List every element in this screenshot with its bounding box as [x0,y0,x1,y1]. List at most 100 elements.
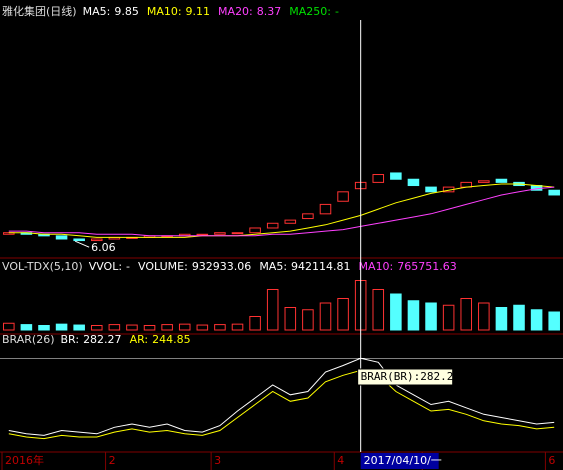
candle [319,203,332,215]
series-line [8,183,555,238]
x-tick-label: 6 [548,454,555,467]
indicator-value: 8.37 [257,5,282,18]
volume-bar [161,324,173,331]
volume-bar [38,325,50,331]
indicator-name: MA20: [218,5,253,18]
volume-bar [372,289,385,331]
volume-bar [460,298,473,331]
indicator-value: 9.85 [114,5,139,18]
indicator: VOLUME: 932933.06 [138,260,251,273]
indicator-value: 9.11 [186,5,211,18]
candle [214,232,226,235]
candle [407,178,420,187]
volume-bar [73,324,85,331]
volume-bar [284,307,297,331]
panel-title: BRAR(26) [2,333,55,346]
indicator-name: MA5: [83,5,111,18]
series-line [8,186,555,237]
indicator: MA20: 8.37 [218,5,281,18]
tooltip-value: 282.27 [420,370,460,383]
candle [249,227,261,234]
candle [302,213,314,220]
indicator-value: 244.85 [152,333,191,346]
indicator: MA5: 942114.81 [259,260,350,273]
volume-bar [196,324,209,331]
volume-bar [425,302,437,331]
candle [478,180,490,183]
panel-title: 雅化集团(日线) [2,4,77,18]
volume-bar [478,302,490,331]
volume-bar [266,289,279,331]
candle [390,172,402,180]
candle [231,232,244,235]
candle [55,235,68,240]
indicator: BR: 282.27 [61,333,122,346]
indicator-value: 282.27 [83,333,122,346]
indicator-value: - [335,5,339,18]
indicator: AR: 244.85 [130,333,191,346]
volume-bar [55,323,68,331]
indicator: MA10: 765751.63 [359,260,457,273]
volume-bar [249,316,261,331]
low-label: 6.06 [91,241,116,254]
x-tick-label: 2 [109,454,116,467]
volume-bar [530,309,543,331]
candle [548,189,560,196]
volume-bar [442,304,455,331]
candle [266,222,279,229]
indicator-name: MA250: [289,5,331,18]
volume-bar [513,304,525,331]
candle [337,191,349,202]
volume-bar [390,293,402,331]
series-line [8,369,555,440]
volume-bar [302,309,314,331]
indicator-name: VVOL: [89,260,122,273]
panel-title: VOL-TDX(5,10) [2,260,83,273]
candle [3,232,15,235]
volume-bar [231,323,244,331]
indicator-value: - [126,260,130,273]
volume-bar [337,298,349,331]
volume-bar [126,324,138,331]
indicator: MA250: - [289,5,339,18]
x-tick-label: 4 [337,454,344,467]
cursor-date: 2017/04/10/一 [364,454,442,467]
candle [372,174,385,183]
series-line [8,357,555,436]
volume-bar [143,325,156,331]
volume-bar [178,323,191,331]
candle [425,186,437,193]
indicator-name: MA5: [259,260,287,273]
volume-bar [214,324,226,331]
x-tick-label: 2016年 [5,453,44,467]
indicator-name: MA10: [359,260,394,273]
volume-bar [20,324,33,331]
candle [73,238,85,242]
low-pointer [74,240,90,248]
indicator-name: AR: [130,333,149,346]
indicator: MA5: 9.85 [83,5,139,18]
volume-bar [3,322,15,331]
tooltip: BRAR(BR):282.27 [361,370,460,383]
indicator-name: VOLUME: [138,260,188,273]
indicator-value: 942114.81 [291,260,351,273]
indicator-name: BR: [61,333,80,346]
volume-bar [548,311,560,331]
cursor-date-box [360,453,439,469]
volume-bar [407,300,420,331]
candle [90,238,103,242]
tooltip-box [357,368,454,386]
candle [196,233,209,236]
indicator-name: MA10: [147,5,182,18]
tooltip-label: BRAR(BR): [361,370,421,383]
candle [284,219,297,224]
candle [495,178,508,183]
indicator: VVOL: - [89,260,130,273]
volume-bar [108,324,121,331]
x-tick-label: 3 [214,454,221,467]
indicator-value: 765751.63 [397,260,457,273]
volume-bar [90,325,103,331]
indicator-value: 932933.06 [192,260,252,273]
volume-bar [495,307,508,331]
